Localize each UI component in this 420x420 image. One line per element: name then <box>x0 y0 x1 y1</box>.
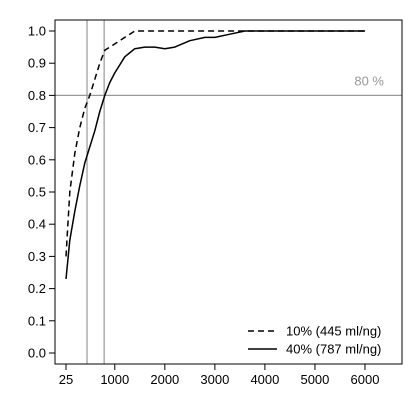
series-line-0 <box>65 30 365 257</box>
y-tick-label: 0.9 <box>28 56 46 71</box>
legend-label-0: 10% (445 ml/ng) <box>286 324 381 339</box>
y-tick-label: 0.2 <box>28 281 46 296</box>
x-tick-label: 25 <box>59 372 73 387</box>
y-tick-label: 0.7 <box>28 120 46 135</box>
legend-label-1: 40% (787 ml/ng) <box>286 342 381 357</box>
y-tick-label: 0.1 <box>28 313 46 328</box>
series-lines <box>65 30 365 279</box>
x-tick-label: 5000 <box>300 372 329 387</box>
y-tick-label: 0.8 <box>28 88 46 103</box>
series-line-1 <box>65 30 365 279</box>
x-tick-label: 3000 <box>200 372 229 387</box>
x-tick-label: 1000 <box>100 372 129 387</box>
plot-frame <box>54 19 403 365</box>
y-tick-label: 0.4 <box>28 217 46 232</box>
y-tick-label: 0.3 <box>28 249 46 264</box>
axes: 0.0 0.1 0.2 0.3 0.4 0.5 0.6 0.7 0.8 0.9 1.0 25 1000 2… <box>28 19 403 387</box>
y-tick-label: 1.0 <box>28 24 46 39</box>
y-tick-label: 0.0 <box>28 346 46 361</box>
reference-lines: 80 % <box>55 20 402 364</box>
x-tick-label: 4000 <box>250 372 279 387</box>
y-tick-label: 0.5 <box>28 185 46 200</box>
x-tick-label: 6000 <box>351 372 380 387</box>
reference-label-80: 80 % <box>354 73 384 88</box>
x-tick-label: 2000 <box>150 372 179 387</box>
y-tick-label: 0.6 <box>28 152 46 167</box>
legend: 10% (445 ml/ng) 40% (787 ml/ng) <box>248 324 381 357</box>
